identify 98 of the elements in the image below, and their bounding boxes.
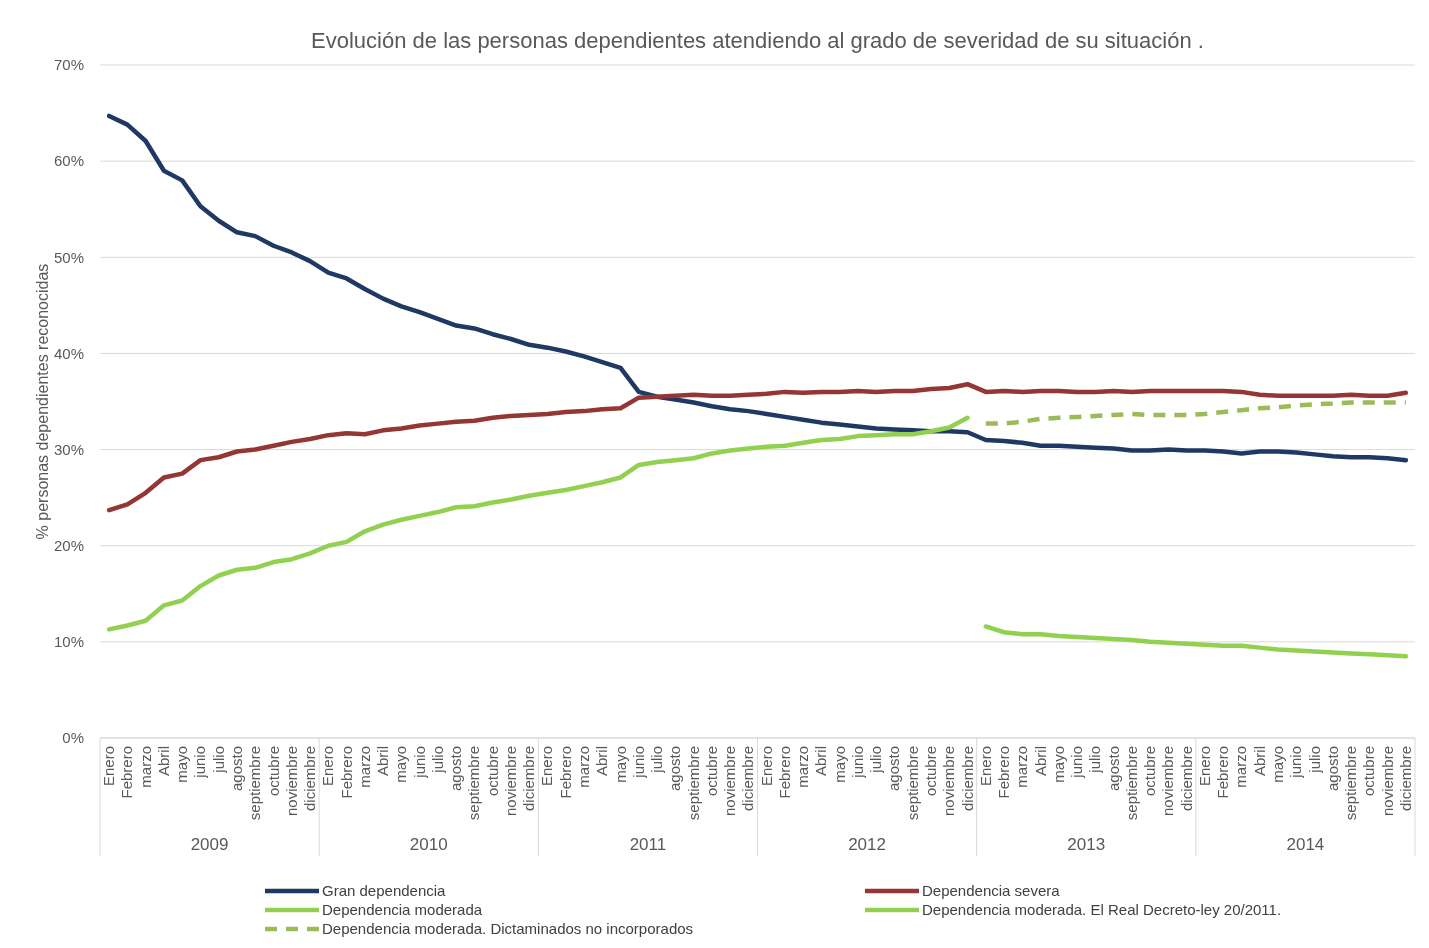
- text: 2013: [1067, 835, 1106, 854]
- text: 2012: [848, 835, 886, 854]
- line-series: [106, 113, 1409, 463]
- x-tick-label: Abril: [593, 746, 611, 777]
- legend-label: Gran dependencia: [322, 882, 447, 900]
- x-tick-label: agosto: [227, 746, 245, 792]
- x-tick-label: junio: [848, 746, 866, 779]
- y-tick-label: 50%: [53, 248, 84, 266]
- line-series: [983, 400, 1409, 426]
- x-tick-label: junio: [410, 746, 428, 779]
- y-tick-label: 10%: [53, 633, 84, 651]
- x-tick-label: julio: [867, 746, 885, 774]
- x-tick-label: Febrero: [337, 746, 355, 799]
- x-tick-label: Abril: [374, 746, 392, 777]
- y-axis-title: % personas dependientes reconocidas: [34, 263, 51, 540]
- legend-label: Dependencia moderada. El Real Decreto-ley 20/2011.: [922, 901, 1282, 919]
- x-tick-label: mayo: [830, 746, 848, 783]
- line-series: [106, 381, 1409, 513]
- x-tick-label: agosto: [885, 746, 903, 792]
- line-series: [983, 624, 1409, 659]
- x-tick-label: Febrero: [118, 746, 136, 799]
- x-tick-label: julio: [428, 746, 446, 774]
- x-tick-label: octubre: [483, 746, 501, 797]
- y-tick-label: 70%: [53, 56, 84, 74]
- x-tick-label: Abril: [812, 746, 830, 777]
- x-tick-label: Febrero: [556, 746, 574, 799]
- x-tick-label: marzo: [1013, 746, 1031, 788]
- x-tick-label: agosto: [1323, 746, 1341, 792]
- x-tick-label: junio: [1068, 746, 1086, 779]
- text: 2011: [629, 835, 667, 854]
- legend-label: Dependencia moderada. Dictaminados no incorporados: [322, 920, 694, 938]
- x-tick-label: septiembre: [465, 746, 483, 821]
- x-tick-label: octubre: [1141, 746, 1159, 797]
- x-tick-label: julio: [209, 746, 227, 774]
- chart-title: Evolución de las personas dependientes atendiendo al grado de severidad de su situación .: [311, 28, 1204, 53]
- x-tick-label: diciembre: [958, 746, 976, 812]
- x-tick-label: noviembre: [282, 746, 300, 817]
- y-tick-label: 0%: [62, 729, 84, 747]
- x-tick-label: Febrero: [775, 746, 793, 799]
- x-tick-label: septiembre: [246, 746, 264, 821]
- legend-label: Dependencia severa: [922, 882, 1061, 900]
- x-tick-label: mayo: [173, 746, 191, 783]
- y-tick-label: 30%: [53, 440, 84, 458]
- x-tick-label: julio: [1086, 746, 1104, 774]
- x-tick-label: mayo: [392, 746, 410, 783]
- legend-label: Dependencia moderada: [322, 901, 483, 919]
- x-tick-label: diciembre: [301, 746, 319, 812]
- x-tick-label: noviembre: [1378, 746, 1396, 817]
- x-tick-label: Enero: [538, 746, 556, 787]
- text: 2010: [409, 835, 448, 854]
- x-tick-label: septiembre: [1122, 746, 1140, 821]
- x-tick-label: junio: [191, 746, 209, 779]
- text: 2014: [1286, 835, 1325, 854]
- x-tick-label: Enero: [976, 746, 994, 787]
- x-tick-label: octubre: [922, 746, 940, 797]
- x-tick-label: diciembre: [520, 746, 538, 812]
- x-tick-label: Febrero: [995, 746, 1013, 799]
- x-tick-label: mayo: [1049, 746, 1067, 783]
- x-tick-label: marzo: [1232, 746, 1250, 788]
- y-tick-label: 60%: [53, 152, 84, 170]
- x-tick-label: marzo: [794, 746, 812, 788]
- y-tick-label: 40%: [53, 344, 84, 362]
- text: 2009: [190, 835, 229, 854]
- x-tick-label: Enero: [100, 746, 118, 787]
- x-tick-label: noviembre: [721, 746, 739, 817]
- x-tick-label: diciembre: [1396, 746, 1414, 812]
- x-tick-label: agosto: [666, 746, 684, 792]
- y-tick-label: 20%: [53, 536, 84, 554]
- line-series: [106, 415, 970, 632]
- x-tick-label: junio: [1287, 746, 1305, 779]
- x-tick-label: agosto: [447, 746, 465, 792]
- x-tick-label: mayo: [611, 746, 629, 783]
- x-tick-label: marzo: [136, 746, 154, 788]
- x-tick-label: Enero: [757, 746, 775, 787]
- x-tick-label: octubre: [1360, 746, 1378, 797]
- x-tick-label: Enero: [1195, 746, 1213, 787]
- x-tick-label: octubre: [264, 746, 282, 797]
- x-tick-label: Enero: [319, 746, 337, 787]
- x-tick-label: Abril: [1031, 746, 1049, 777]
- x-tick-label: Abril: [1250, 746, 1268, 777]
- x-tick-label: julio: [648, 746, 666, 774]
- x-tick-label: octubre: [702, 746, 720, 797]
- x-tick-label: Febrero: [1214, 746, 1232, 799]
- x-tick-label: julio: [1305, 746, 1323, 774]
- x-tick-label: diciembre: [739, 746, 757, 812]
- x-tick-label: Abril: [154, 746, 172, 777]
- x-tick-label: septiembre: [1342, 746, 1360, 821]
- x-tick-label: septiembre: [903, 746, 921, 821]
- x-tick-label: diciembre: [1177, 746, 1195, 812]
- x-tick-label: agosto: [1104, 746, 1122, 792]
- x-tick-label: septiembre: [684, 746, 702, 821]
- x-tick-label: marzo: [574, 746, 592, 788]
- x-tick-label: noviembre: [501, 746, 519, 817]
- x-tick-label: noviembre: [1159, 746, 1177, 817]
- x-tick-label: mayo: [1269, 746, 1287, 783]
- x-tick-label: junio: [629, 746, 647, 779]
- x-tick-label: noviembre: [940, 746, 958, 817]
- x-tick-label: marzo: [355, 746, 373, 788]
